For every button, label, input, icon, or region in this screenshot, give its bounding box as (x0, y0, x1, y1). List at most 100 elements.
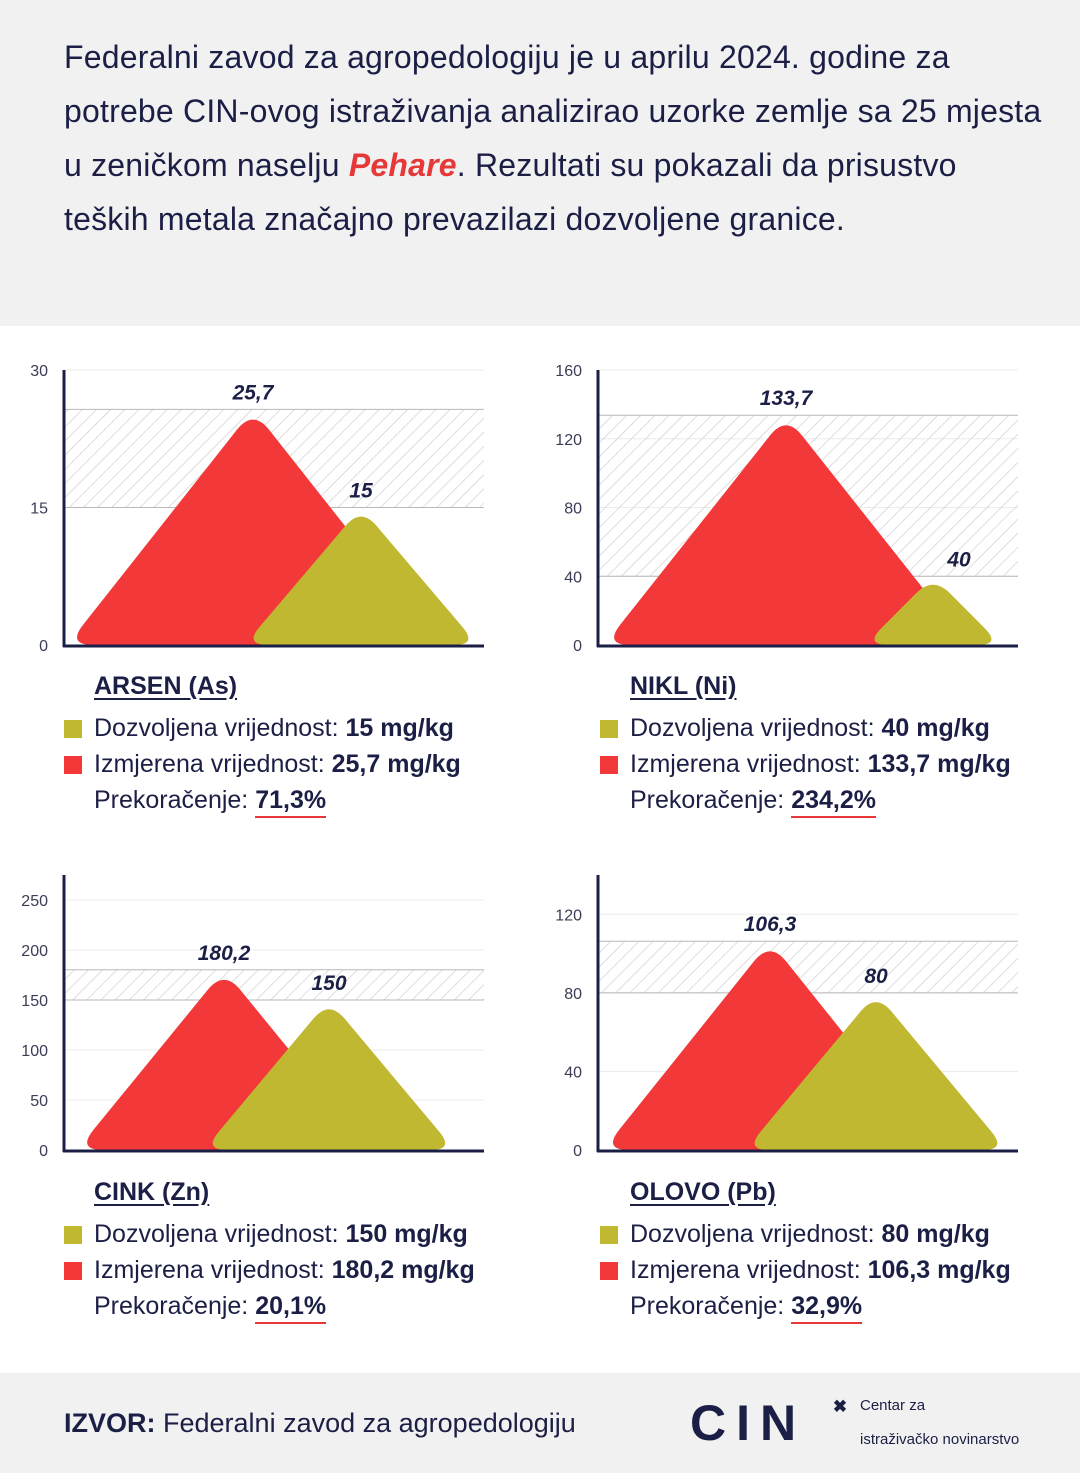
allowed-label: Dozvoljena vrijednost: (94, 714, 346, 742)
measured-value: 25,7 mg/kg (331, 750, 461, 778)
measured-value-label: 180,2 (198, 942, 251, 965)
excess-value: 71,3% (255, 784, 327, 818)
allowed-value-label: 40 (946, 548, 971, 571)
measured-value: 106,3 mg/kg (867, 1256, 1011, 1284)
measured-swatch-icon (64, 756, 82, 774)
allowed-value: 150 mg/kg (345, 1220, 468, 1248)
intro-paragraph: Federalni zavod za agropedologiju je u a… (64, 30, 1044, 246)
allowed-peak (253, 516, 469, 645)
excess-value: 234,2% (791, 784, 876, 818)
intro-highlight-pehare: Pehare (348, 147, 457, 183)
allowed-value-label: 80 (864, 965, 888, 988)
excess-value: 32,9% (791, 1290, 863, 1324)
y-tick-label: 0 (573, 638, 582, 655)
y-tick-label: 0 (39, 1143, 48, 1160)
allowed-value: 80 mg/kg (881, 1220, 990, 1248)
chart-olovo: 0 40 80 120 106,3 80 (555, 875, 1018, 1160)
measured-label: Izmjerena vrijednost: (94, 750, 332, 778)
legend-nikl: NIKL (Ni) Dozvoljena vrijednost: 40 mg/k… (598, 668, 1011, 818)
allowed-peak (754, 1002, 998, 1150)
measured-swatch-icon (64, 1262, 82, 1280)
measured-value-label: 25,7 (232, 381, 275, 404)
measured-value: 180,2 mg/kg (331, 1256, 475, 1284)
legend-excess: Prekoračenje: 20,1% (62, 1288, 475, 1324)
legend-excess: Prekoračenje: 71,3% (62, 782, 461, 818)
legend-allowed: Dozvoljena vrijednost: 15 mg/kg (62, 710, 461, 746)
measured-label: Izmjerena vrijednost: (630, 1256, 868, 1284)
measured-swatch-icon (600, 1262, 618, 1280)
y-tick-label: 160 (555, 363, 582, 380)
y-tick-label: 30 (30, 363, 48, 380)
measured-label: Izmjerena vrijednost: (94, 1256, 332, 1284)
allowed-peak (874, 584, 992, 645)
allowed-label: Dozvoljena vrijednost: (630, 714, 882, 742)
exceedance-band (598, 941, 1018, 993)
chart-title: CINK (Zn) (94, 1178, 210, 1206)
excess-label: Prekoračenje: (94, 786, 256, 814)
allowed-swatch-icon (600, 720, 618, 738)
y-tick-label: 120 (555, 432, 582, 449)
allowed-value: 40 mg/kg (881, 714, 990, 742)
allowed-swatch-icon (600, 1226, 618, 1244)
chart-panel-arsen: 0 15 30 25,7 15 ARSEN (As) Dozvoljena vrijed… (0, 350, 540, 830)
chart-title: ARSEN (As) (94, 672, 238, 700)
measured-value-label: 106,3 (744, 913, 797, 936)
source-label: IZVOR: (64, 1408, 156, 1438)
legend-cink: CINK (Zn) Dozvoljena vrijednost: 150 mg/… (62, 1174, 475, 1324)
chart-nikl: 0 40 80 120 160 133,7 40 (555, 363, 1018, 655)
chart-panel-olovo: 0 40 80 120 106,3 80 OLOVO (Pb) Dozvoljena vr… (536, 860, 1076, 1340)
excess-label: Prekoračenje: (94, 1292, 256, 1320)
chart-panel-cink: 0 50 100 150 200 250 180,2 150 CINK (Zn) Dozvol… (0, 860, 540, 1340)
intro-text: Federalni zavod za agropedologiju je u a… (64, 39, 1042, 183)
excess-label: Prekoračenje: (630, 786, 792, 814)
legend-excess: Prekoračenje: 234,2% (598, 782, 1011, 818)
allowed-label: Dozvoljena vrijednost: (94, 1220, 346, 1248)
y-tick-label: 0 (573, 1143, 582, 1160)
x-cross-icon: ✖ (832, 1397, 848, 1416)
excess-label: Prekoračenje: (630, 1292, 792, 1320)
legend-measured: Izmjerena vrijednost: 25,7 mg/kg (62, 746, 461, 782)
y-tick-label: 120 (555, 907, 582, 924)
cin-logo: CIN (690, 1397, 807, 1449)
legend-measured: Izmjerena vrijednost: 106,3 mg/kg (598, 1252, 1011, 1288)
allowed-peak (212, 1009, 446, 1150)
y-tick-label: 50 (30, 1093, 48, 1110)
measured-value: 133,7 mg/kg (867, 750, 1011, 778)
source-line: IZVOR: Federalni zavod za agropedologiju (64, 1407, 664, 1439)
chart-title: OLOVO (Pb) (630, 1178, 776, 1206)
allowed-value: 15 mg/kg (345, 714, 454, 742)
legend-allowed: Dozvoljena vrijednost: 80 mg/kg (598, 1216, 1011, 1252)
logo-text-line1: Centar za (860, 1397, 926, 1414)
chart-arsen: 0 15 30 25,7 15 (30, 363, 484, 655)
allowed-value-label: 15 (349, 480, 373, 503)
legend-arsen: ARSEN (As) Dozvoljena vrijednost: 15 mg/… (62, 668, 461, 818)
chart-title: NIKL (Ni) (630, 672, 737, 700)
legend-measured: Izmjerena vrijednost: 133,7 mg/kg (598, 746, 1011, 782)
y-tick-label: 80 (564, 986, 582, 1003)
y-tick-label: 150 (21, 993, 48, 1010)
chart-cink: 0 50 100 150 200 250 180,2 150 (21, 875, 484, 1160)
y-tick-label: 100 (21, 1043, 48, 1060)
legend-allowed: Dozvoljena vrijednost: 150 mg/kg (62, 1216, 475, 1252)
y-tick-label: 80 (564, 501, 582, 518)
footer: IZVOR: Federalni zavod za agropedologiju… (0, 1373, 1080, 1473)
y-tick-label: 250 (21, 893, 48, 910)
y-tick-label: 40 (564, 569, 582, 586)
legend-allowed: Dozvoljena vrijednost: 40 mg/kg (598, 710, 1011, 746)
allowed-swatch-icon (64, 1226, 82, 1244)
logo-text-line2: istraživačko novinarstvo (860, 1431, 1020, 1448)
y-tick-label: 0 (39, 638, 48, 655)
measured-swatch-icon (600, 756, 618, 774)
measured-peak (614, 425, 958, 645)
allowed-swatch-icon (64, 720, 82, 738)
measured-label: Izmjerena vrijednost: (630, 750, 868, 778)
chart-panel-nikl: 0 40 80 120 160 133,7 40 NIKL (Ni) Dozvoljena … (536, 350, 1076, 830)
legend-excess: Prekoračenje: 32,9% (598, 1288, 1011, 1324)
source-text: Federalni zavod za agropedologiju (155, 1408, 576, 1438)
y-tick-label: 40 (564, 1064, 582, 1081)
legend-olovo: OLOVO (Pb) Dozvoljena vrijednost: 80 mg/… (598, 1174, 1011, 1324)
allowed-value-label: 150 (311, 972, 346, 995)
measured-value-label: 133,7 (760, 387, 814, 410)
intro-section: Federalni zavod za agropedologiju je u a… (0, 0, 1080, 326)
excess-value: 20,1% (255, 1290, 327, 1324)
